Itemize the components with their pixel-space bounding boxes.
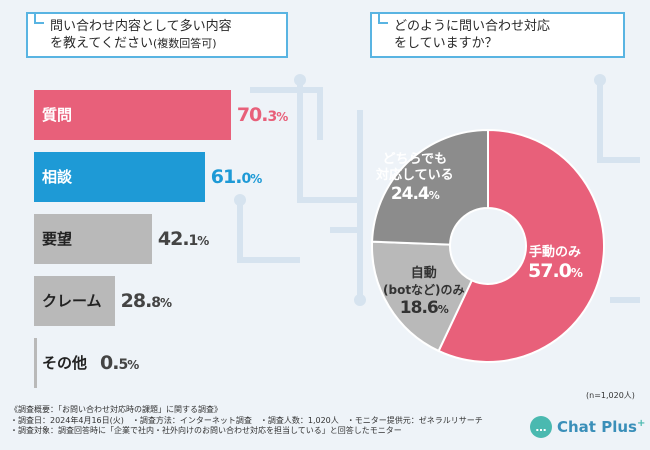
bar-label-3: クレーム bbox=[42, 292, 102, 310]
pie-label-auto-line1: 自動 bbox=[410, 266, 437, 281]
pie-label-both-line2: 対応している bbox=[376, 168, 454, 183]
bar-value-4: 0.5% bbox=[100, 352, 140, 374]
pie-chart-question: どのように問い合わせ対応 をしていますか？ bbox=[370, 12, 625, 58]
bar-value-2: 42.1% bbox=[157, 228, 210, 250]
chat-bubble-icon: … bbox=[530, 416, 552, 438]
bar-question-line1: 問い合わせ内容として多い内容 bbox=[50, 19, 232, 34]
pie-label-auto-line2: (botなど)のみ bbox=[383, 283, 465, 297]
pie-label-manual: 手動のみ 57.0% bbox=[528, 241, 583, 282]
bar-label-0: 質問 bbox=[42, 106, 73, 124]
footer-line1: 《調査概要：「お問い合わせ対応時の課題」に関する調査》 bbox=[10, 405, 222, 414]
sample-size-note: (n=1,020人) bbox=[586, 391, 635, 400]
pie-label-both: どちらでも 対応している 24.4% bbox=[376, 152, 454, 204]
bar-4 bbox=[34, 338, 37, 388]
pie-label-both-pct: % bbox=[428, 189, 440, 202]
bar-value-1: 61.0% bbox=[210, 166, 263, 188]
pie-label-both-line1: どちらでも bbox=[382, 152, 448, 167]
bar-0 bbox=[34, 90, 231, 140]
pie-label-manual-value: 57.0 bbox=[528, 260, 572, 282]
survey-footer: 《調査概要：「お問い合わせ対応時の課題」に関する調査》 ・調査日：2024年4月… bbox=[10, 405, 483, 437]
pie-label-manual-pct: % bbox=[570, 266, 583, 280]
bar-question-line2: を教えてください bbox=[50, 36, 153, 51]
bar-3 bbox=[34, 276, 115, 326]
pie-slice-0 bbox=[437, 128, 605, 363]
bar-question-sub: (複数回答可) bbox=[152, 37, 217, 50]
bar-label-4: その他 bbox=[42, 354, 88, 372]
bar-2 bbox=[34, 214, 152, 264]
bar-value-0: 70.3% bbox=[236, 104, 289, 126]
footer-line3: ・調査対象：調査回答時に「企業で社内・社外向けのお問い合わせ対応を担当している」… bbox=[10, 426, 402, 435]
bar-label-1: 相談 bbox=[42, 168, 73, 186]
bar-label-2: 要望 bbox=[42, 230, 73, 248]
pie-question-line2: をしていますか？ bbox=[394, 36, 498, 51]
pie-chart bbox=[371, 128, 605, 363]
pie-question-line1: どのように問い合わせ対応 bbox=[394, 19, 551, 34]
pie-label-both-value: 24.4 bbox=[390, 184, 430, 204]
logo-text: Chat Plus bbox=[557, 418, 637, 436]
pie-label-manual-name: 手動のみ bbox=[528, 245, 581, 260]
pie-label-auto-pct: % bbox=[437, 303, 449, 316]
bar-1 bbox=[34, 152, 205, 202]
logo-plus: + bbox=[636, 418, 646, 429]
chat-plus-logo: … Chat Plus+ bbox=[530, 416, 645, 438]
pie-label-auto: 自動 (botなど)のみ 18.6% bbox=[383, 266, 465, 318]
pie-label-auto-value: 18.6 bbox=[399, 298, 439, 318]
pie-slice-1 bbox=[371, 240, 474, 353]
bar-chart-question: 問い合わせ内容として多い内容 を教えてください(複数回答可) bbox=[26, 12, 288, 58]
bar-value-3: 28.8% bbox=[120, 290, 173, 312]
footer-line2: ・調査日：2024年4月16日(火) ・調査方法：インターネット調査 ・調査人数… bbox=[10, 415, 483, 425]
pie-slice-2 bbox=[371, 128, 489, 246]
